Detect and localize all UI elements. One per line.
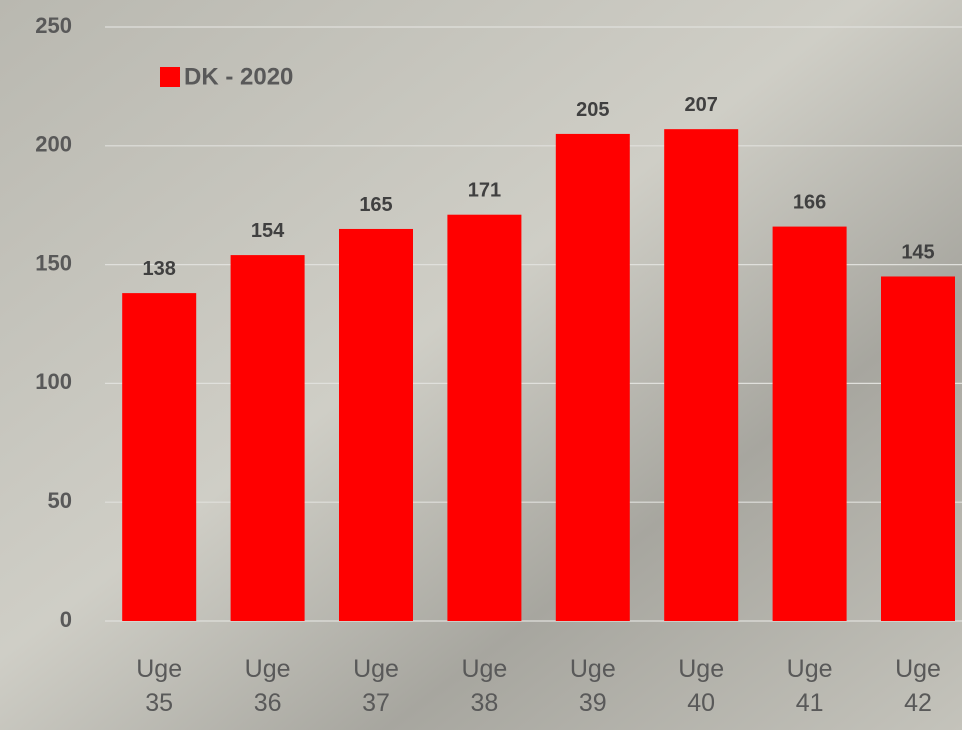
legend-label: DK - 2020 bbox=[184, 63, 293, 90]
value-label: 171 bbox=[468, 180, 501, 202]
bar bbox=[556, 134, 630, 621]
x-tick-label: Uge 40 bbox=[661, 652, 741, 720]
x-tick-label-box: Uge 41 bbox=[760, 652, 860, 730]
x-tick-label-box: Uge 37 bbox=[326, 652, 426, 730]
y-tick-label: 250 bbox=[35, 13, 72, 38]
bar bbox=[664, 129, 738, 621]
x-tick-label: Uge 37 bbox=[336, 652, 416, 720]
y-tick-label: 50 bbox=[48, 488, 72, 513]
x-tick-label-box: Uge 36 bbox=[218, 652, 318, 730]
y-tick-label: 150 bbox=[35, 250, 72, 275]
x-tick-label-box: Uge 39 bbox=[543, 652, 643, 730]
x-tick-label: Uge 39 bbox=[553, 652, 633, 720]
value-label: 138 bbox=[143, 258, 176, 280]
x-tick-label-box: Uge 42 bbox=[868, 652, 962, 730]
bar bbox=[122, 293, 196, 621]
x-tick-label: Uge 42 bbox=[878, 652, 958, 720]
value-label: 165 bbox=[359, 194, 392, 216]
legend-swatch bbox=[160, 67, 180, 87]
value-label: 145 bbox=[901, 241, 934, 263]
x-tick-label-box: Uge 38 bbox=[434, 652, 534, 730]
y-tick-label: 200 bbox=[35, 132, 72, 157]
x-tick-label-box: Uge 40 bbox=[651, 652, 751, 730]
value-label: 166 bbox=[793, 192, 826, 214]
bar bbox=[447, 215, 521, 621]
value-label: 205 bbox=[576, 99, 609, 121]
value-label: 154 bbox=[251, 220, 285, 242]
x-tick-label: Uge 41 bbox=[770, 652, 850, 720]
chart: 0 50 100 150 200 250 138 154 165 171 205 207 166 145 U… bbox=[0, 0, 962, 730]
bar bbox=[773, 227, 847, 621]
y-tick-label: 100 bbox=[35, 369, 72, 394]
bar bbox=[881, 276, 955, 621]
x-tick-label: Uge 38 bbox=[444, 652, 524, 720]
bar bbox=[339, 229, 413, 621]
value-label: 207 bbox=[685, 94, 718, 116]
x-tick-label: Uge 35 bbox=[119, 652, 199, 720]
y-tick-label: 0 bbox=[60, 607, 72, 632]
x-tick-label-box: Uge 35 bbox=[109, 652, 209, 730]
bar bbox=[231, 255, 305, 621]
x-tick-label: Uge 36 bbox=[228, 652, 308, 720]
